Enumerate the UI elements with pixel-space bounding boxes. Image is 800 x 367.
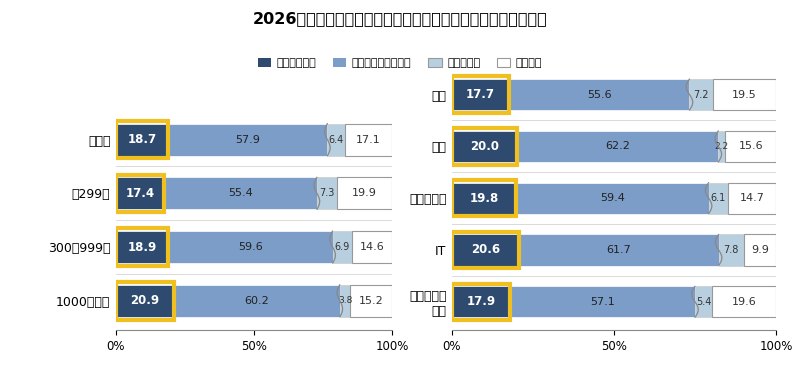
- Text: 59.6: 59.6: [238, 242, 262, 252]
- Text: 20.9: 20.9: [130, 294, 159, 307]
- Bar: [333, 231, 352, 263]
- Text: 61.7: 61.7: [606, 245, 631, 255]
- Bar: [718, 131, 726, 162]
- Text: 7.2: 7.2: [694, 90, 709, 99]
- Bar: [713, 79, 776, 110]
- Text: 7.8: 7.8: [724, 245, 739, 255]
- Text: 19.8: 19.8: [470, 192, 498, 205]
- Bar: [728, 183, 776, 214]
- Text: 7.3: 7.3: [319, 188, 334, 198]
- Bar: [518, 235, 718, 266]
- Text: 15.2: 15.2: [359, 296, 384, 306]
- Bar: [452, 79, 510, 110]
- Bar: [337, 177, 392, 210]
- Bar: [174, 285, 340, 317]
- Text: 59.4: 59.4: [600, 193, 625, 203]
- Bar: [510, 79, 690, 110]
- Text: 55.6: 55.6: [587, 90, 612, 99]
- Bar: [452, 183, 516, 214]
- Text: 17.4: 17.4: [126, 187, 154, 200]
- Text: 17.1: 17.1: [356, 135, 381, 145]
- Bar: [452, 235, 518, 266]
- Text: 17.9: 17.9: [466, 295, 495, 308]
- Text: 6.1: 6.1: [711, 193, 726, 203]
- Text: 5.4: 5.4: [696, 297, 711, 307]
- Bar: [517, 131, 718, 162]
- Text: 57.9: 57.9: [235, 135, 260, 145]
- Text: 19.6: 19.6: [732, 297, 757, 307]
- Text: 19.5: 19.5: [732, 90, 757, 99]
- Text: 18.7: 18.7: [127, 133, 156, 146]
- Bar: [690, 79, 713, 110]
- Text: 6.4: 6.4: [329, 135, 344, 145]
- Bar: [718, 235, 744, 266]
- Text: 14.7: 14.7: [740, 193, 765, 203]
- Text: 9.9: 9.9: [751, 245, 769, 255]
- Bar: [116, 231, 168, 263]
- Bar: [695, 286, 713, 317]
- Text: 15.6: 15.6: [738, 141, 763, 151]
- Bar: [452, 286, 510, 317]
- Bar: [726, 131, 776, 162]
- Bar: [168, 231, 333, 263]
- Bar: [713, 286, 776, 317]
- Text: 57.1: 57.1: [590, 297, 615, 307]
- Text: 20.6: 20.6: [471, 243, 500, 257]
- Bar: [164, 177, 317, 210]
- Bar: [744, 235, 776, 266]
- Bar: [352, 231, 392, 263]
- Text: 2026年卒者の採用人数見込み（全体／従業員規模別・業界別）: 2026年卒者の採用人数見込み（全体／従業員規模別・業界別）: [253, 11, 547, 26]
- Bar: [116, 177, 164, 210]
- Legend: 増える見込み, 今年度並みの見込み, 減る見込み, 増減未定: 増える見込み, 今年度並みの見込み, 減る見込み, 増減未定: [254, 53, 546, 73]
- Text: 60.2: 60.2: [244, 296, 269, 306]
- Bar: [350, 285, 392, 317]
- Text: 55.4: 55.4: [228, 188, 253, 198]
- Bar: [327, 124, 345, 156]
- Bar: [116, 124, 168, 156]
- Bar: [168, 124, 327, 156]
- Text: 3.8: 3.8: [338, 296, 352, 305]
- Text: 18.9: 18.9: [127, 240, 157, 254]
- Bar: [516, 183, 709, 214]
- Text: 20.0: 20.0: [470, 140, 499, 153]
- Bar: [116, 285, 174, 317]
- Bar: [452, 131, 517, 162]
- Text: 14.6: 14.6: [359, 242, 384, 252]
- Bar: [345, 124, 392, 156]
- Bar: [709, 183, 728, 214]
- Text: 17.7: 17.7: [466, 88, 495, 101]
- Text: 62.2: 62.2: [605, 141, 630, 151]
- Text: 2.2: 2.2: [715, 142, 729, 151]
- Text: 6.9: 6.9: [334, 242, 350, 252]
- Text: 19.9: 19.9: [352, 188, 377, 198]
- Bar: [317, 177, 337, 210]
- Bar: [510, 286, 695, 317]
- Bar: [340, 285, 350, 317]
